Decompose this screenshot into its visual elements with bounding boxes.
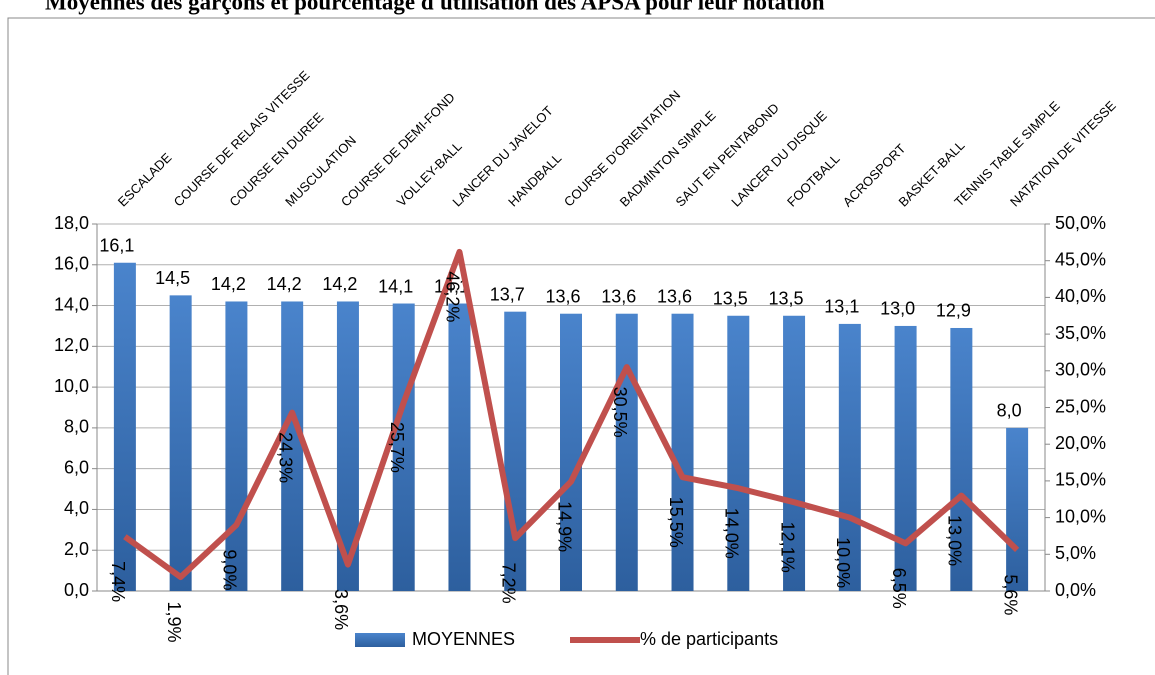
y-tick-label: 16,0 xyxy=(54,254,89,274)
bar-value-label: 12,9 xyxy=(936,301,971,321)
x-tick-label: BADMINTON SIMPLE xyxy=(617,107,719,209)
bar xyxy=(392,303,415,591)
legend-label: % de participants xyxy=(640,629,778,649)
y-tick-label: 4,0 xyxy=(64,498,89,518)
y2-tick-label: 25,0% xyxy=(1055,396,1106,416)
y-tick-label: 2,0 xyxy=(64,539,89,559)
y2-tick-label: 10,0% xyxy=(1055,506,1106,526)
y-tick-label: 10,0 xyxy=(54,376,89,396)
x-tick-label: NATATION DE VITESSE xyxy=(1007,98,1119,210)
line-value-label: 30,5% xyxy=(610,387,630,438)
y2-tick-label: 45,0% xyxy=(1055,249,1106,269)
line-value-label: 5,6% xyxy=(1000,574,1020,615)
line xyxy=(123,248,1020,581)
x-tick-label: COURSE DE DEMI-FOND xyxy=(338,90,458,210)
y-tick-label: 8,0 xyxy=(64,417,89,437)
bar xyxy=(448,303,471,591)
bar-value-label: 14,1 xyxy=(378,276,413,296)
bar xyxy=(225,301,248,591)
y2-tick-label: 35,0% xyxy=(1055,323,1106,343)
bar xyxy=(727,315,750,591)
x-tick-label: LANCER DU JAVELOT xyxy=(449,103,556,210)
bar xyxy=(113,262,136,591)
line-value-label: 24,3% xyxy=(275,432,295,483)
bar xyxy=(281,301,304,591)
y-tick-label: 12,0 xyxy=(54,335,89,355)
x-tick-label: ESCALADE xyxy=(115,150,175,210)
bar xyxy=(560,313,582,591)
line-value-label: 7,2% xyxy=(498,563,518,604)
chart-title: Moyennes des garçons et pourcentage d'ut… xyxy=(45,0,825,14)
y-tick-label: 0,0 xyxy=(64,580,89,600)
bar xyxy=(1006,427,1029,591)
line-value-label: 1,9% xyxy=(164,602,184,643)
y-tick-label: 14,0 xyxy=(54,294,89,314)
legend-swatch xyxy=(355,633,405,647)
bar-value-label: 16,1 xyxy=(99,235,134,255)
line-value-label: 3,6% xyxy=(331,589,351,630)
line-value-label: 25,7% xyxy=(387,422,407,473)
bar xyxy=(671,313,694,591)
bar-value-label: 14,5 xyxy=(155,268,190,288)
bar-value-label: 14,2 xyxy=(322,274,357,294)
bar xyxy=(950,327,973,591)
y2-tick-label: 20,0% xyxy=(1055,433,1106,453)
y2-tick-label: 5,0% xyxy=(1055,543,1096,563)
bar xyxy=(838,323,861,591)
y2-tick-label: 15,0% xyxy=(1055,470,1106,490)
line-value-label: 15,5% xyxy=(666,497,686,548)
y-tick-label: 6,0 xyxy=(64,457,89,477)
line-value-label: 13,0% xyxy=(945,515,965,566)
line-value-label: 14,0% xyxy=(722,508,742,559)
bar-value-label: 13,1 xyxy=(824,297,859,317)
x-tick-label: COURSE D'ORIENTATION xyxy=(561,87,683,209)
y2-tick-label: 40,0% xyxy=(1055,286,1106,306)
chart-frame xyxy=(7,17,1155,675)
bar xyxy=(336,301,359,591)
y2-tick-label: 50,0% xyxy=(1055,213,1106,233)
bar-value-label: 13,6 xyxy=(545,286,580,306)
x-tick-label: LANCER DU DISQUE xyxy=(728,108,830,210)
legend-label: MOYENNES xyxy=(412,629,515,649)
x-tick-label: HANDBALL xyxy=(505,150,564,209)
line-value-label: 6,5% xyxy=(889,568,909,609)
line-value-label: 9,0% xyxy=(220,549,240,590)
x-tick-label: FOOTBALL xyxy=(784,151,843,210)
bar-value-label: 8,0 xyxy=(997,401,1022,421)
y2-tick-label: 30,0% xyxy=(1055,360,1106,380)
bar-value-label: 13,5 xyxy=(713,289,748,309)
x-tick-label: SAUT EN PENTABOND xyxy=(672,100,781,209)
y2-tick-label: 0,0% xyxy=(1055,580,1096,600)
bar-value-label: 13,7 xyxy=(490,284,525,304)
line-value-label: 10,0% xyxy=(833,537,853,588)
bar xyxy=(615,313,638,591)
line-value-label: 12,1% xyxy=(777,522,797,573)
x-tick-label: COURSE EN DUREE xyxy=(226,109,326,209)
y-tick-label: 18,0 xyxy=(54,213,89,233)
x-tick-label: TENNIS TABLE SIMPLE xyxy=(951,98,1063,210)
bar-value-label: 13,6 xyxy=(657,286,692,306)
bar-value-label: 14,2 xyxy=(267,274,302,294)
bar xyxy=(783,315,806,591)
bar-value-label: 13,5 xyxy=(769,289,804,309)
bar xyxy=(504,311,527,591)
bar-value-label: 14,2 xyxy=(211,274,246,294)
line-value-label: 7,4% xyxy=(108,561,128,602)
bar-value-label: 13,6 xyxy=(601,286,636,306)
bar xyxy=(169,295,192,591)
line-value-label: 14,9% xyxy=(554,501,574,552)
bar xyxy=(894,325,917,591)
line-value-label: 46,2% xyxy=(443,271,463,322)
bar-value-label: 13,0 xyxy=(880,299,915,319)
